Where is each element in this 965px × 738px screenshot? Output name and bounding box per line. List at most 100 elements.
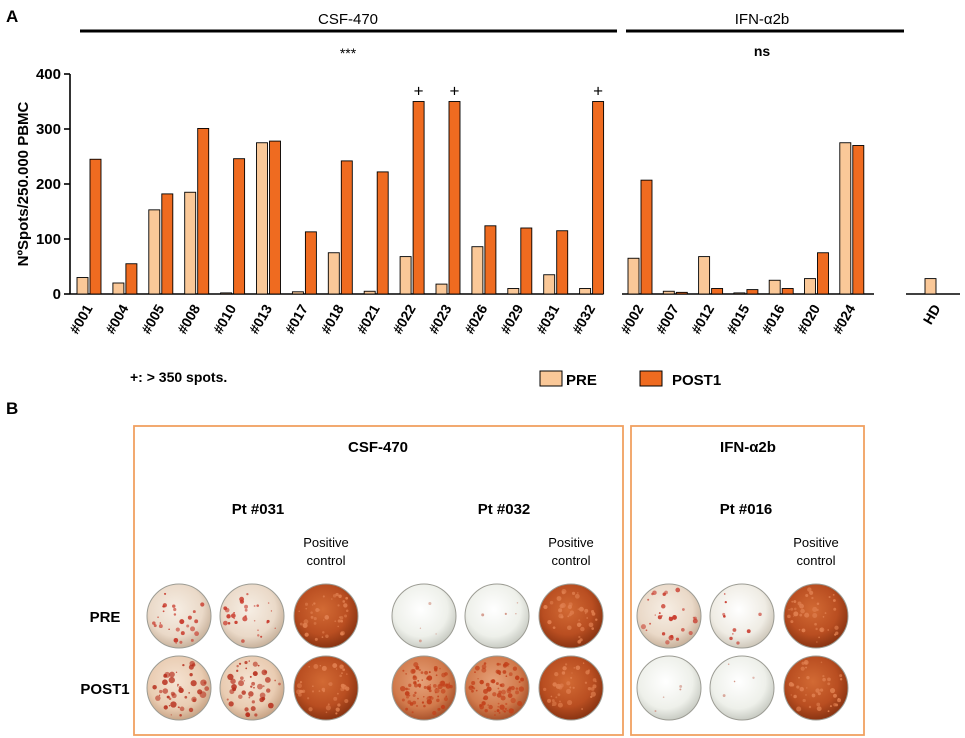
group-box-title: CSF-470 [348, 439, 408, 456]
well-spot [250, 706, 256, 712]
well-spot [179, 713, 182, 717]
well-spot [170, 714, 172, 716]
well-spot [169, 671, 175, 678]
well-spot [803, 660, 809, 665]
well-spot [584, 681, 588, 684]
well-spot [415, 665, 420, 670]
well-spot [824, 612, 827, 614]
well-spot [305, 607, 308, 610]
well-spot [475, 689, 478, 692]
well-spot [420, 671, 424, 674]
well-spot [664, 590, 668, 595]
well-spot [408, 694, 411, 697]
well-spot [270, 610, 273, 612]
well-spot [321, 687, 326, 692]
bar-pre-024 [839, 142, 852, 295]
well-spot [661, 604, 666, 609]
well-spot [820, 661, 823, 664]
well-spot [661, 632, 666, 636]
well-spot [415, 704, 419, 708]
well-spot [338, 594, 342, 598]
well-spot [244, 604, 248, 609]
well-spot [325, 711, 328, 714]
well-spot [298, 610, 301, 613]
well-spot [313, 617, 317, 621]
well-spot [248, 696, 251, 699]
well-spot [429, 684, 431, 686]
well-spot [170, 701, 177, 708]
well-spot [173, 607, 177, 612]
well-spot [566, 681, 571, 686]
well-spot [829, 705, 832, 708]
positive-control-label: Positive [303, 535, 349, 550]
x-tick-label: #018 [317, 301, 347, 336]
well-spot [333, 696, 338, 701]
well-spot [313, 622, 317, 625]
well-spot [301, 689, 306, 693]
well-spot [405, 707, 409, 711]
well-spot [796, 685, 800, 689]
well-spot [568, 602, 573, 607]
well-spot [328, 682, 333, 686]
bar-pre-HD [924, 278, 937, 295]
well-spot [793, 611, 799, 617]
well-spot [250, 685, 253, 688]
bar-pre-005 [148, 209, 161, 295]
well-spot [303, 619, 309, 625]
y-tick-label: 400 [36, 66, 61, 83]
well-spot [497, 702, 500, 705]
well-spot [681, 627, 685, 632]
well-spot [502, 709, 505, 712]
well-spot [434, 687, 440, 694]
well-spot [342, 600, 346, 603]
well-spot [307, 697, 310, 700]
well-spot [512, 666, 518, 671]
well-spot [816, 641, 818, 643]
over-limit-marker: + [450, 82, 460, 101]
well-spot [833, 693, 837, 698]
well-spot [806, 675, 810, 680]
well-spot [155, 695, 161, 701]
bar-pre-015 [733, 292, 746, 295]
well-spot [168, 704, 171, 707]
well-spot [267, 702, 274, 709]
well-spot [438, 708, 441, 710]
well-spot [325, 634, 329, 638]
well-spot [158, 694, 161, 696]
x-tick-label: #013 [246, 301, 276, 336]
x-tick-label: #005 [138, 301, 168, 336]
well-spot [448, 682, 451, 684]
well-spot [257, 683, 263, 690]
well-spot [240, 676, 244, 681]
legend-label-post1: POST1 [672, 372, 721, 389]
well-spot [798, 676, 800, 679]
well-spot [182, 663, 185, 667]
y-tick-label: 300 [36, 121, 61, 138]
well-spot [515, 690, 520, 695]
well-spot [187, 615, 192, 620]
well-spot [296, 683, 302, 689]
well-spot [815, 688, 820, 693]
well-spot [582, 662, 585, 664]
well-spot [335, 668, 338, 670]
well-spot [227, 621, 231, 625]
well-spot [801, 628, 806, 633]
well-spot [436, 698, 440, 703]
well-spot [474, 665, 480, 671]
well-spot [833, 703, 837, 707]
well-spot [163, 705, 168, 710]
well-spot [153, 624, 157, 628]
well-spot [246, 592, 249, 596]
well-spot [793, 615, 795, 617]
well-positive [783, 655, 849, 721]
well-spot [494, 714, 496, 717]
bar-post1-004 [125, 263, 138, 295]
well-spot [791, 600, 794, 603]
well-spot [312, 685, 314, 688]
well-spot [318, 690, 321, 692]
well-spot [414, 683, 419, 688]
x-tick-label: #010 [210, 301, 240, 336]
well-spot [577, 592, 579, 594]
well-spot [440, 688, 446, 694]
row-label-post1: POST1 [80, 681, 129, 698]
